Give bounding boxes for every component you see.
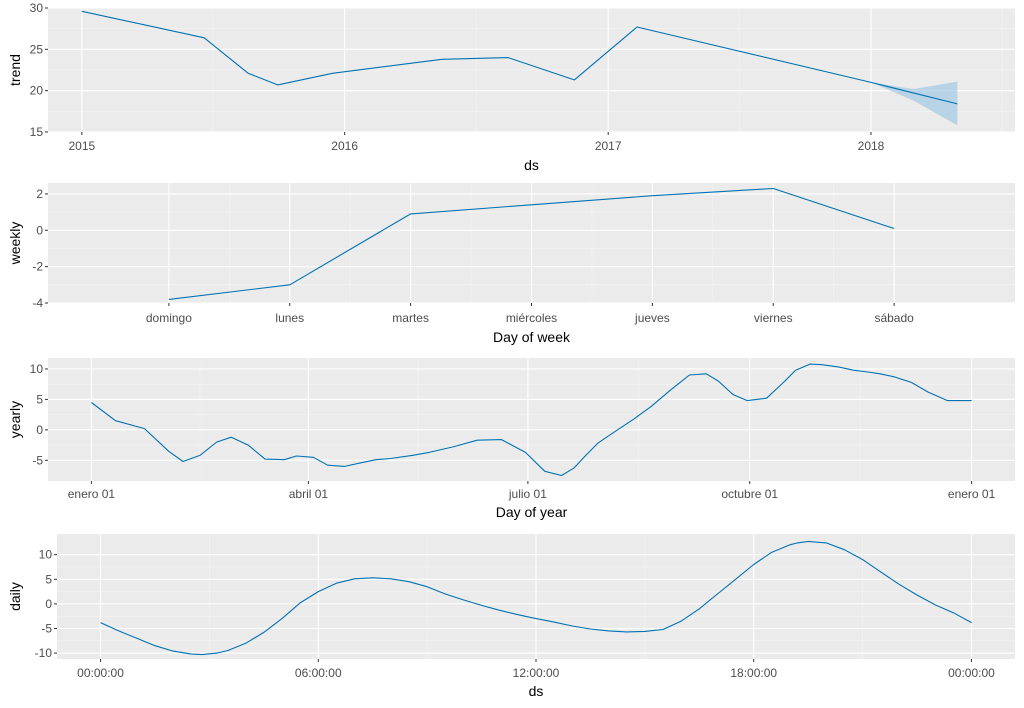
series-line-daily [100,540,972,656]
x-tick-label: 18:00:00 [730,666,777,680]
x-tick-label: 2018 [858,139,885,153]
y-tick-label: 5 [36,392,43,406]
y-axis-title: weekly [7,222,23,266]
y-tick-label: 0 [36,223,43,237]
panel-trend: 15 20 25 30 2015 2016 2017 2018 ds trend [7,1,1015,173]
y-axis-title: yearly [7,401,23,438]
y-tick-label: 10 [30,362,44,376]
x-axis-title: Day of year [496,504,568,520]
y-tick-label: 5 [45,572,52,586]
x-tick-label: 12:00:00 [513,666,560,680]
panel-daily: -10 -5 0 5 10 00:00:00 06:00:00 12:00:00 18:00:0… [7,534,1015,699]
x-tick-label: 2015 [68,139,95,153]
y-tick-label: -5 [41,621,52,635]
uncertainty-band [871,81,958,126]
x-axis-title: ds [529,683,544,699]
panel-background [48,358,1015,481]
x-tick-label: martes [392,311,429,325]
y-tick-label: 30 [30,1,44,15]
x-tick-label: jueves [634,311,670,325]
y-axis-title: daily [7,582,23,611]
x-tick-label: lunes [275,311,304,325]
x-tick-label: abril 01 [289,487,329,501]
y-tick-label: 0 [36,423,43,437]
y-tick-label: -5 [32,453,43,467]
y-tick-label: 10 [39,548,53,562]
panel-yearly: -5 0 5 10 enero 01 abril 01 julio 01 octubre 01… [7,358,1015,520]
x-tick-label: octubre 01 [721,487,778,501]
x-tick-label: enero 01 [948,487,996,501]
x-tick-label: miércoles [506,311,557,325]
x-tick-label: enero 01 [68,487,116,501]
panel-weekly: -4 -2 0 2 domingo lunes martes miércoles jueves v… [7,183,1015,345]
y-tick-label: 25 [30,42,44,56]
x-tick-label: 00:00:00 [948,666,995,680]
x-tick-label: julio 01 [508,487,547,501]
x-tick-label: domingo [146,311,192,325]
y-tick-label: 20 [30,84,44,98]
series-line-yearly [91,363,972,477]
y-tick-label: -4 [32,296,43,310]
x-tick-label: 2016 [331,139,358,153]
x-tick-label: 2017 [595,139,622,153]
x-tick-label: 06:00:00 [295,666,342,680]
y-tick-label: 15 [30,125,44,139]
x-tick-label: viernes [754,311,793,325]
x-tick-label: 00:00:00 [77,666,124,680]
x-axis-title: Day of week [493,329,571,345]
series-line-weekly [168,187,895,300]
y-tick-label: -10 [35,646,53,660]
y-tick-label: -2 [32,260,43,274]
y-tick-label: 0 [45,597,52,611]
y-axis-title: trend [7,54,23,86]
y-tick-label: 2 [36,187,43,201]
x-tick-label: sábado [874,311,914,325]
series-line-trend [81,10,958,105]
x-axis-title: ds [524,157,539,173]
